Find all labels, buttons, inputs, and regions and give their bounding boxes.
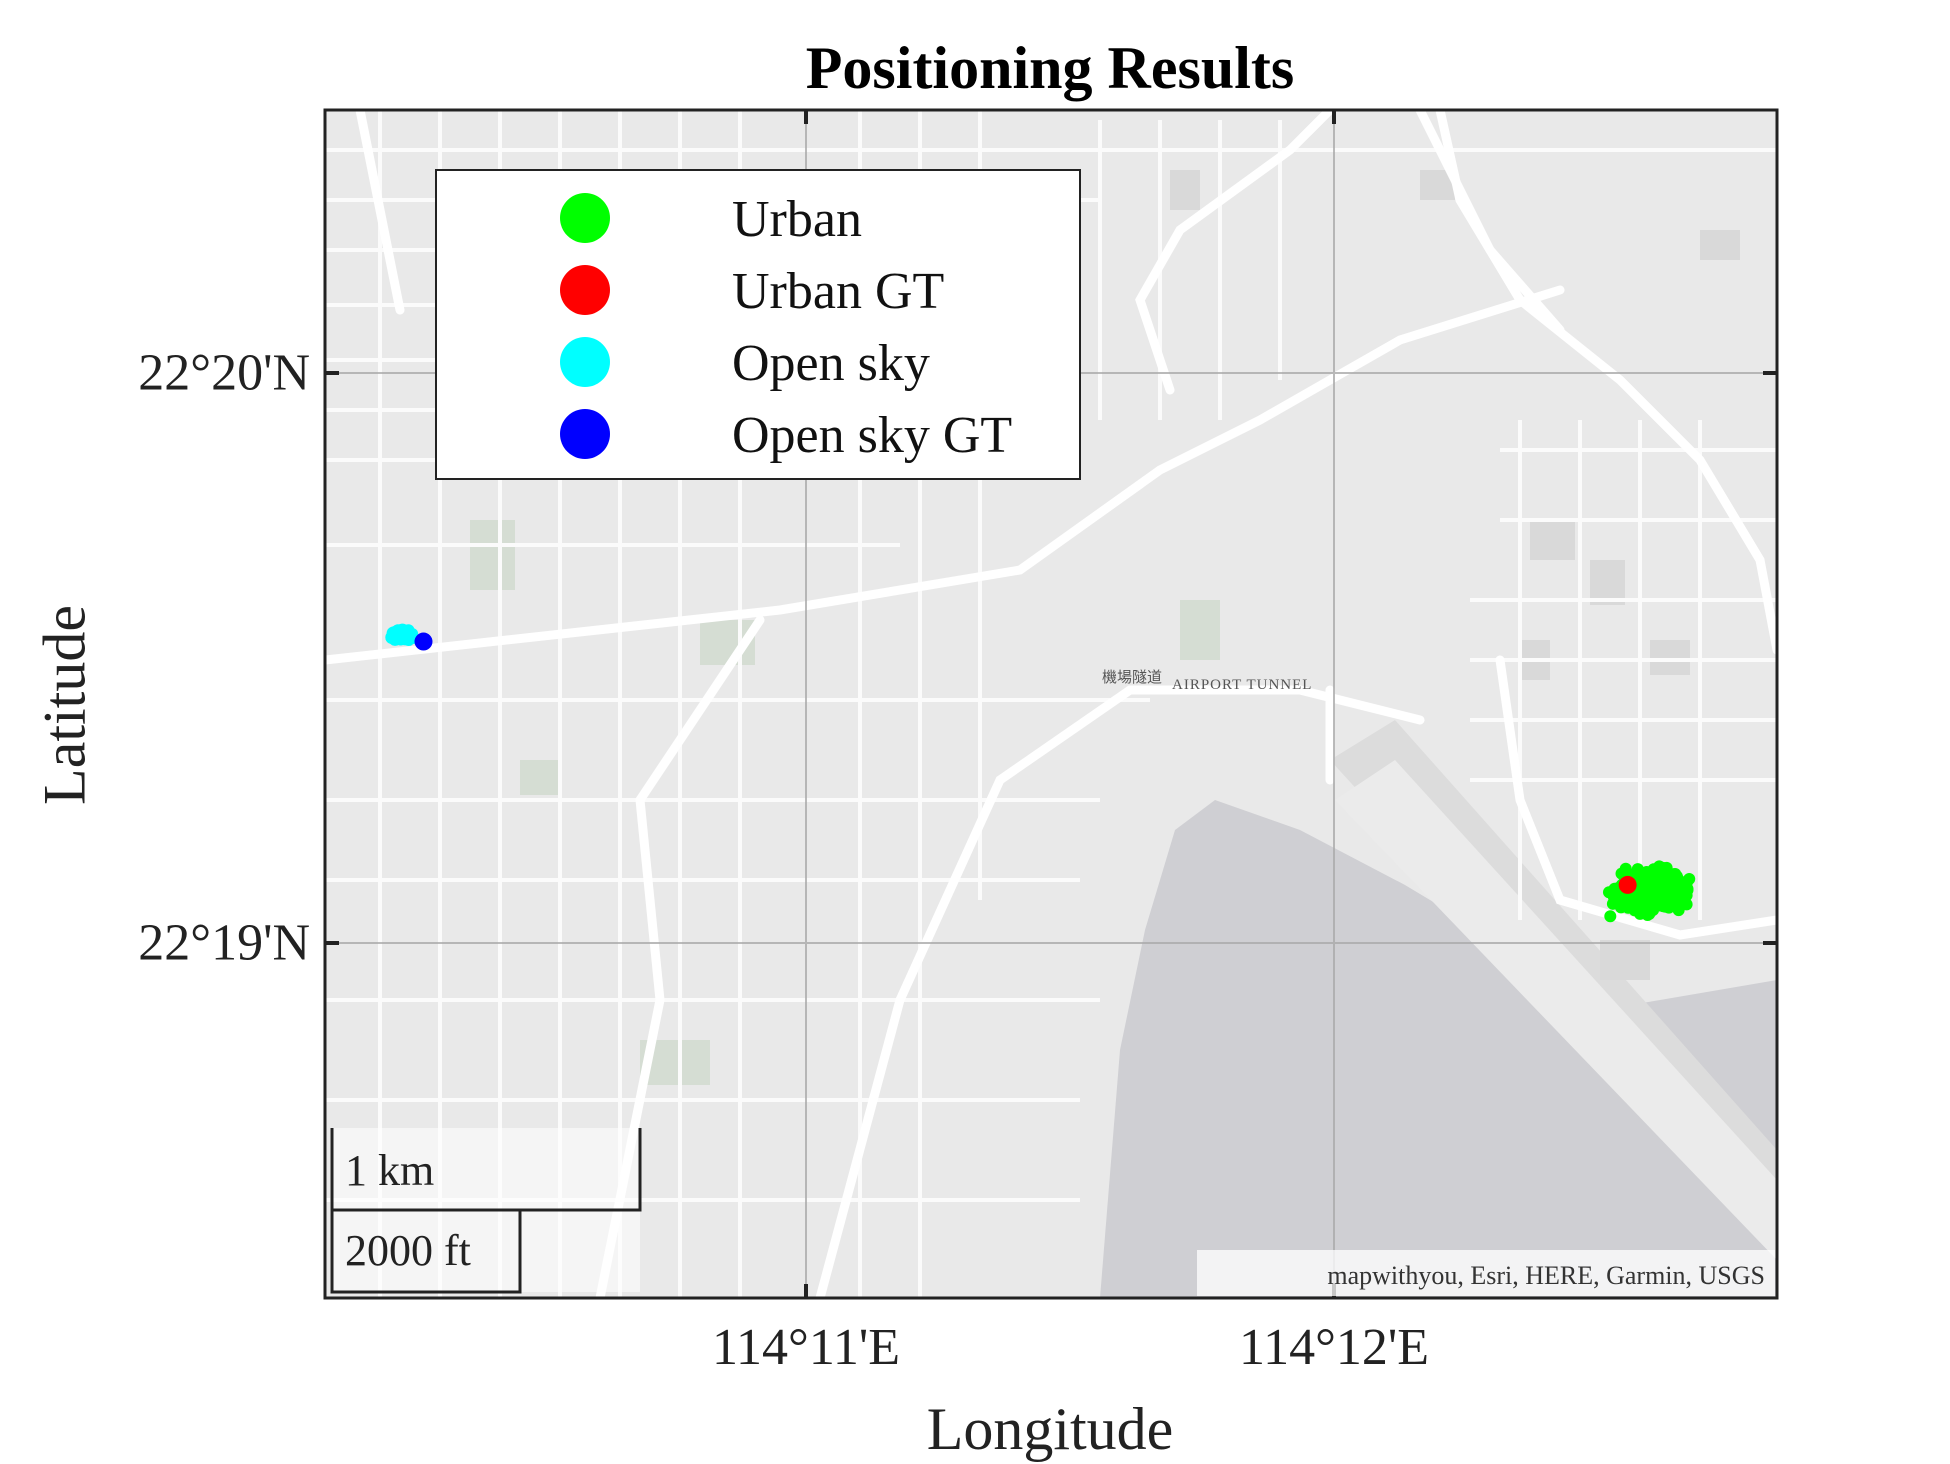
point-urban: [1636, 876, 1649, 889]
chart-title: Positioning Results: [805, 35, 1295, 101]
point-urban: [1626, 891, 1639, 904]
point-urban: [1680, 889, 1693, 902]
y-tick-label: 22°19'N: [138, 914, 310, 972]
point-urban: [1604, 910, 1617, 923]
point-urban: [1635, 889, 1648, 902]
y-tick-label: 22°20'N: [138, 344, 310, 402]
point-urban: [1672, 904, 1685, 917]
legend-marker-urban-gt: [560, 265, 610, 315]
legend-label: Open sky: [732, 335, 930, 392]
x-tick-label: 114°12'E: [1239, 1319, 1429, 1376]
legend-label: Urban GT: [732, 263, 944, 320]
point-urban: [1605, 887, 1618, 900]
map-attribution: mapwithyou, Esri, HERE, Garmin, USGS: [1327, 1261, 1765, 1290]
point-urban: [1628, 904, 1641, 917]
point-urban: [1663, 879, 1676, 892]
point-urban: [1631, 863, 1644, 876]
point-urban: [1649, 866, 1662, 879]
point-urban: [1683, 873, 1696, 886]
tunnel-label-cn: 機場隧道: [1102, 669, 1162, 686]
point-open-sky-gt: [414, 632, 433, 651]
legend: Urban Urban GT Open sky Open sky GT: [435, 169, 1081, 480]
point-urban-gt: [1618, 875, 1637, 894]
legend-label: Open sky GT: [732, 407, 1012, 464]
legend-marker-open-sky: [560, 337, 610, 387]
legend-marker-open-sky-gt: [560, 409, 610, 459]
scale-bar: 1 km 2000 ft: [330, 1128, 642, 1294]
x-tick-label: 114°11'E: [711, 1319, 901, 1376]
x-axis-label: Longitude: [926, 1396, 1174, 1462]
data-marks: [385, 623, 1696, 923]
point-urban: [1653, 887, 1666, 900]
point-urban: [1673, 875, 1686, 888]
tunnel-label-en: AIRPORT TUNNEL: [1172, 677, 1312, 693]
point-urban: [1650, 897, 1663, 910]
scale-km-label: 1 km: [345, 1146, 434, 1195]
point-open-sky: [392, 627, 405, 640]
harbour-water: [1100, 800, 1777, 1298]
legend-marker-urban: [560, 193, 610, 243]
legend-label: Urban: [732, 191, 862, 248]
point-urban: [1642, 904, 1655, 917]
scale-ft-label: 2000 ft: [345, 1226, 471, 1275]
axes-box: [323, 108, 1779, 1300]
